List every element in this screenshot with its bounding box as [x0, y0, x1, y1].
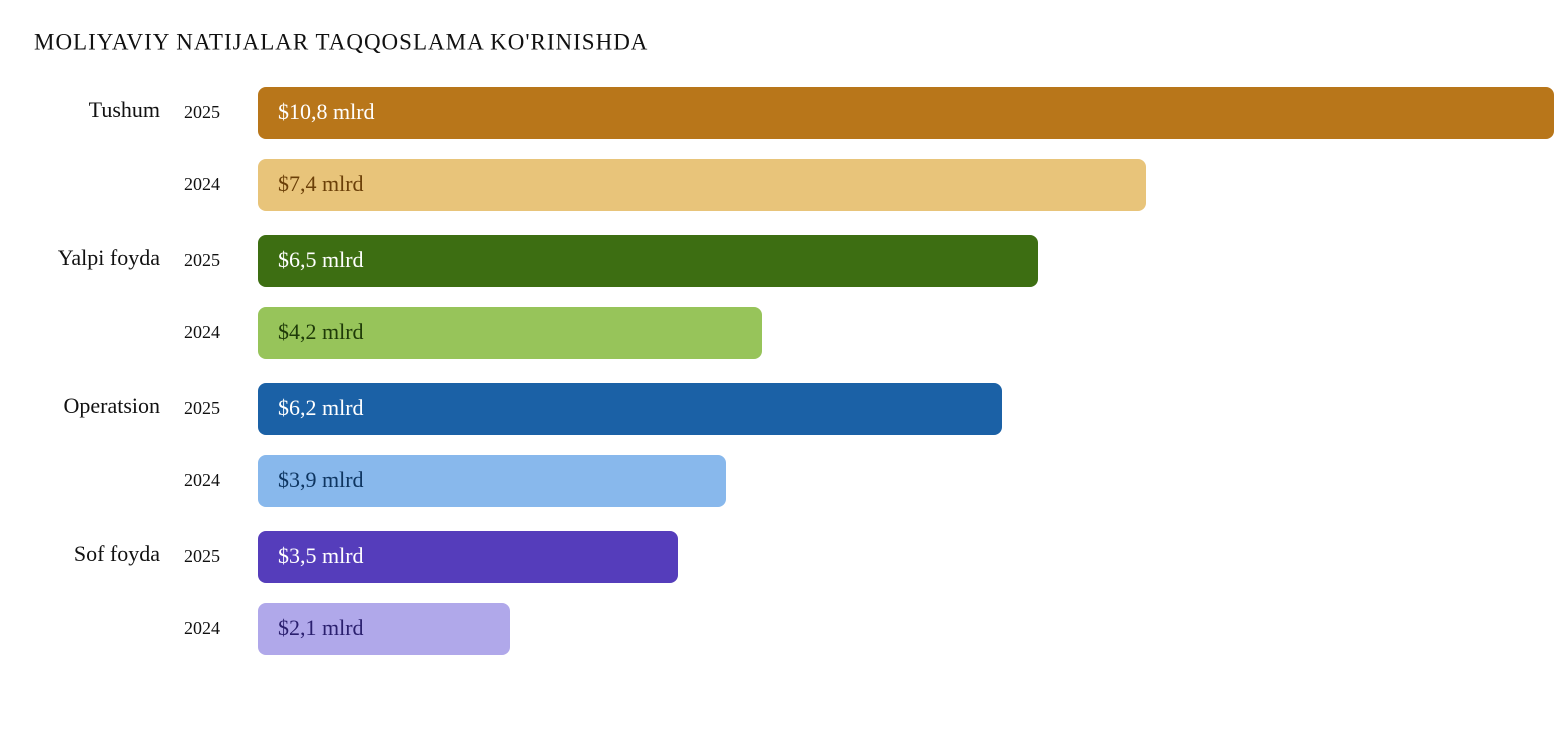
value-label: $10,8 mlrd — [278, 99, 375, 124]
category-label: Operatsion — [63, 393, 160, 418]
bar — [258, 307, 762, 359]
value-label: $3,9 mlrd — [278, 467, 364, 492]
value-label: $6,2 mlrd — [278, 395, 364, 420]
series-label: 2025 — [184, 398, 220, 418]
chart-title: MOLIYAVIY NATIJALAR TAQQOSLAMA KO'RINISH… — [34, 29, 648, 54]
bar — [258, 383, 1002, 435]
series-label: 2024 — [184, 618, 220, 638]
value-label: $6,5 mlrd — [278, 247, 364, 272]
bar — [258, 87, 1554, 139]
value-label: $3,5 mlrd — [278, 543, 364, 568]
series-label: 2024 — [184, 470, 220, 490]
category-label: Yalpi foyda — [58, 245, 161, 270]
series-label: 2025 — [184, 546, 220, 566]
bar — [258, 235, 1038, 287]
category-label: Tushum — [89, 97, 160, 122]
bar — [258, 159, 1146, 211]
value-label: $2,1 mlrd — [278, 615, 364, 640]
value-label: $7,4 mlrd — [278, 171, 364, 196]
bar — [258, 531, 678, 583]
bar — [258, 603, 510, 655]
category-label: Sof foyda — [74, 541, 160, 566]
series-label: 2025 — [184, 250, 220, 270]
series-label: 2025 — [184, 102, 220, 122]
series-label: 2024 — [184, 322, 220, 342]
bar — [258, 455, 726, 507]
series-label: 2024 — [184, 174, 220, 194]
value-label: $4,2 mlrd — [278, 319, 364, 344]
